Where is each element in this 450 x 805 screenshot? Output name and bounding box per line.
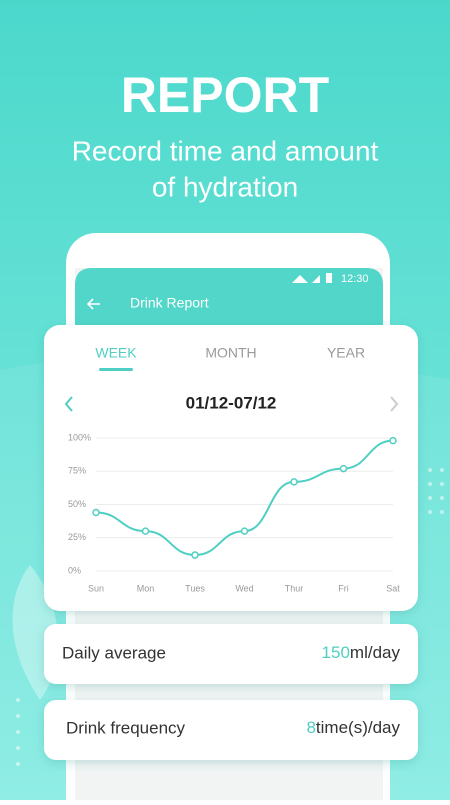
x-tick-label: Sun	[88, 583, 104, 593]
tab-active[interactable]: WEEK	[95, 345, 137, 361]
data-point	[141, 527, 150, 535]
y-tick-label: 75%	[68, 466, 86, 476]
x-tick-label: Sat	[386, 583, 400, 593]
y-tick-label: 0%	[68, 565, 81, 575]
subtitle: of hydration	[152, 171, 298, 202]
x-tick-label: Wed	[235, 583, 253, 593]
stat-card	[44, 700, 418, 760]
headline: REPORT	[121, 67, 329, 123]
tab[interactable]: YEAR	[327, 345, 365, 361]
x-tick-label: Tues	[185, 583, 205, 593]
stat-unit: time(s)/day	[316, 718, 401, 737]
x-tick-label: Fri	[338, 583, 349, 593]
stat-label: Drink frequency	[66, 718, 186, 737]
data-point	[240, 527, 249, 535]
subtitle: Record time and amount	[72, 135, 379, 166]
data-point	[339, 464, 348, 473]
stat-number: 150	[322, 643, 350, 662]
back-button[interactable]	[86, 298, 100, 310]
data-point	[290, 478, 298, 486]
dot-decoration	[16, 468, 444, 766]
y-tick-label: 25%	[68, 532, 86, 542]
y-tick-label: 100%	[68, 432, 91, 442]
chart: 0% 25% 50% 75% 100% Sun Mon Tues Wed Thur Fri Sat	[68, 432, 400, 593]
app-bar-title: Drink Report	[130, 295, 209, 311]
stat-value: 8time(s)/day	[306, 718, 400, 737]
data-point	[389, 436, 397, 445]
data-point	[191, 551, 199, 559]
stat-number: 8	[306, 718, 315, 737]
y-tick-label: 50%	[68, 499, 86, 509]
stat-card	[44, 624, 418, 684]
tab[interactable]: MONTH	[205, 345, 256, 361]
data-point	[92, 508, 100, 517]
next-arrow[interactable]	[390, 396, 399, 412]
stat-value: 150ml/day	[322, 643, 401, 662]
x-tick-label: Thur	[285, 583, 304, 593]
chart-card	[44, 325, 418, 611]
status-time: 12:30	[341, 273, 369, 285]
x-tick-label: Mon	[137, 583, 155, 593]
prev-arrow[interactable]	[64, 396, 73, 412]
app-bar	[75, 268, 383, 325]
stat-unit: ml/day	[350, 643, 401, 662]
tab-indicator	[99, 368, 133, 371]
stat-label: Daily average	[62, 643, 166, 662]
date-range: 01/12-07/12	[186, 393, 277, 412]
status-icons	[292, 273, 332, 283]
